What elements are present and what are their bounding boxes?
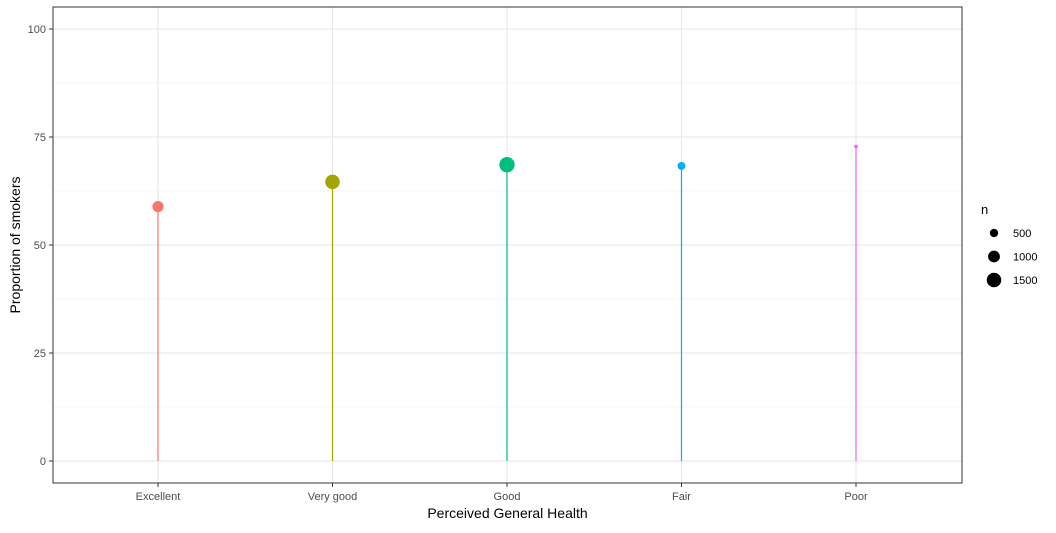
x-axis-title: Perceived General Health xyxy=(427,505,587,521)
x-tick-label: Very good xyxy=(308,491,358,503)
x-tick-label: Fair xyxy=(672,491,691,503)
x-tick-label: Good xyxy=(494,491,521,503)
legend: n 500 1000 1500 xyxy=(981,202,1037,288)
y-tick-label: 100 xyxy=(28,24,46,36)
lollipop-point xyxy=(325,174,340,190)
lollipop-point xyxy=(677,161,686,170)
y-tick-label: 25 xyxy=(34,348,46,360)
y-axis: 0 25 50 75 100 xyxy=(28,24,53,468)
lollipop-point xyxy=(499,156,515,173)
y-tick-label: 50 xyxy=(34,240,46,252)
legend-title: n xyxy=(981,202,988,217)
y-tick-label: 0 xyxy=(40,456,46,468)
x-tick-label: Poor xyxy=(844,491,868,503)
legend-label: 1000 xyxy=(1013,252,1037,264)
legend-key-circle xyxy=(986,272,1002,288)
y-tick-label: 75 xyxy=(34,132,46,144)
y-axis-title: Proportion of smokers xyxy=(7,177,23,314)
x-tick-label: Excellent xyxy=(136,491,181,503)
legend-label: 1500 xyxy=(1013,275,1037,287)
lollipop-point xyxy=(854,144,858,149)
x-axis: Excellent Very good Good Fair Poor xyxy=(136,483,868,503)
legend-key-circle xyxy=(989,228,999,238)
lollipop-point xyxy=(152,200,164,213)
data-marks xyxy=(152,144,858,461)
legend-label: 500 xyxy=(1013,228,1031,240)
legend-key-circle xyxy=(988,250,1000,263)
